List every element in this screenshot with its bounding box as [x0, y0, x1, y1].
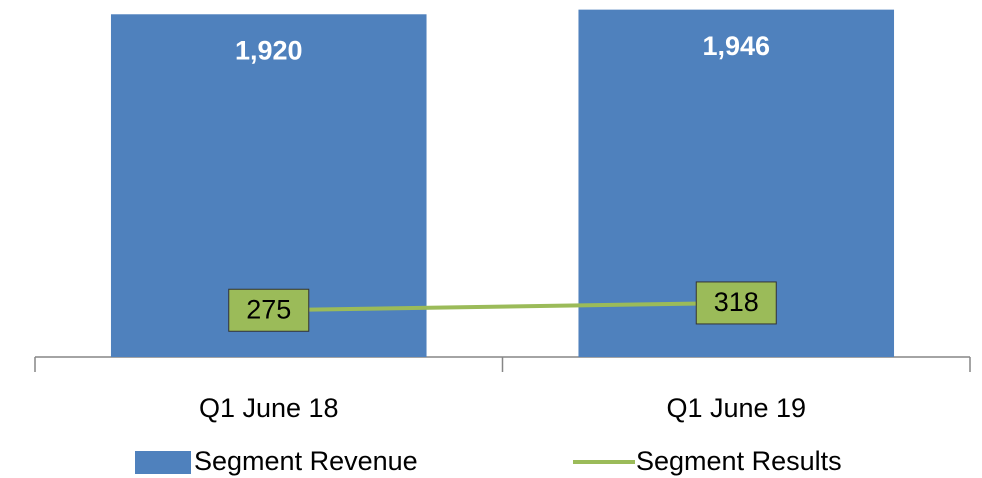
legend-label: Segment Results: [636, 446, 842, 476]
x-tick-label: Q1 June 19: [666, 393, 806, 423]
x-tick-label: Q1 June 18: [199, 393, 339, 423]
legend-swatch: [135, 451, 191, 474]
line-label-box: [695, 281, 777, 325]
bar-value-label: 1,946: [702, 31, 770, 61]
line: [268, 300, 737, 313]
line-value-label: 318: [714, 287, 759, 317]
line-value-label: 275: [246, 294, 291, 324]
bar-value-label: 1,920: [235, 35, 303, 65]
line-label-box: [228, 288, 310, 332]
legend-label: Segment Revenue: [194, 446, 418, 476]
